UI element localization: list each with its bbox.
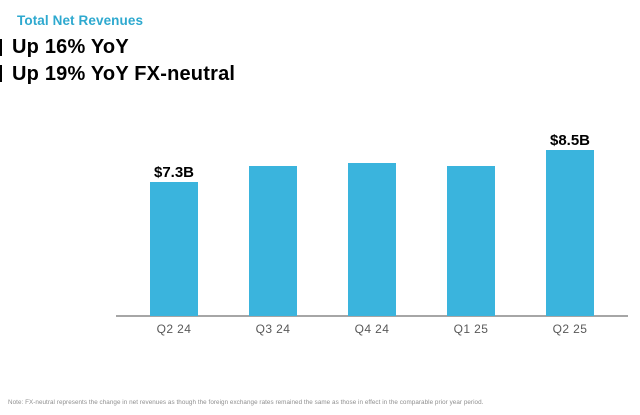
x-axis-line	[116, 315, 628, 317]
x-axis-tick-label: Q4 24	[354, 322, 390, 336]
bar	[447, 166, 495, 316]
x-axis-tick-label: Q2 25	[552, 322, 588, 336]
footnote: Note: FX-neutral represents the change i…	[8, 399, 484, 406]
x-axis-tick-label: Q1 25	[453, 322, 489, 336]
fx-neutral-growth-line: Up 19% YoY FX-neutral	[12, 63, 236, 85]
yoy-growth-line: Up 16% YoY	[12, 36, 129, 58]
clipped-text-fragment	[0, 65, 2, 82]
clipped-text-fragment	[0, 39, 2, 56]
bar	[348, 163, 396, 316]
bar	[249, 166, 297, 316]
x-axis-tick-label: Q3 24	[255, 322, 291, 336]
x-axis-tick-label: Q2 24	[156, 322, 192, 336]
bar-value-label: $8.5B	[549, 132, 591, 149]
bar	[546, 150, 594, 316]
bar	[150, 182, 198, 316]
chart-title: Total Net Revenues	[17, 13, 144, 28]
bar-value-label: $7.3B	[153, 164, 195, 181]
